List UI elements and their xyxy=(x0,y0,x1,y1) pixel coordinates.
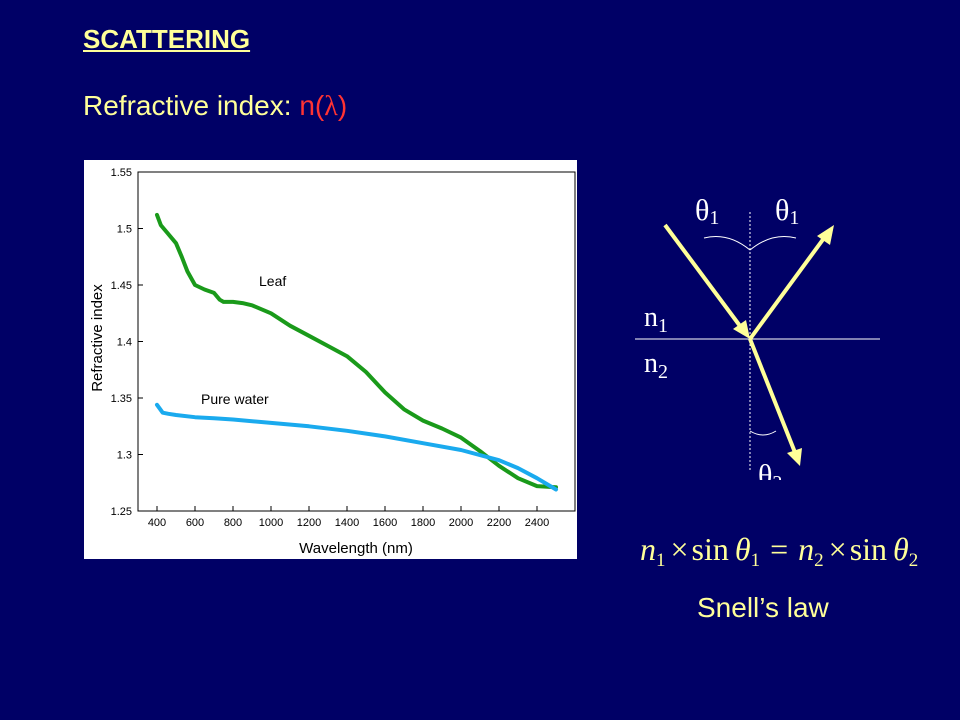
plot-frame xyxy=(137,171,576,512)
theta-subscript: 1 xyxy=(709,207,719,229)
x-tick-label: 1400 xyxy=(335,517,359,529)
eq-theta1: θ xyxy=(735,531,751,567)
n-symbol: n xyxy=(644,348,658,379)
x-tick-label: 1000 xyxy=(259,517,283,529)
x-axis-label: Wavelength (nm) xyxy=(299,540,413,557)
slide-subtitle: Refractive index: n(λ) xyxy=(83,90,347,123)
y-axis-ticks: 1.25 1.3 1.35 1.4 1.45 1.5 1.55 xyxy=(111,167,143,518)
leaf-series-line xyxy=(155,212,558,490)
y-tick-label: 1.45 xyxy=(111,280,132,292)
y-tick-label: 1.55 xyxy=(111,167,132,179)
snells-law-equation: n1 ×sin θ1 = n2 ×sin θ2 xyxy=(640,531,918,571)
reflected-arrowhead xyxy=(817,225,834,245)
eq-theta1-sub: 1 xyxy=(751,550,761,571)
n-subscript: 2 xyxy=(658,361,668,383)
n2-label: n2 xyxy=(644,348,668,383)
theta-subscript: 2 xyxy=(772,472,782,480)
series-label-leaf: Leaf xyxy=(259,273,286,289)
eq-n1-sub: 1 xyxy=(656,550,666,571)
x-tick-label: 1800 xyxy=(411,517,435,529)
incident-ray xyxy=(663,223,745,332)
refracted-ray xyxy=(748,338,798,456)
y-tick-label: 1.3 xyxy=(117,450,132,462)
theta1-reflected-label: θ1 xyxy=(775,194,799,229)
refraction-diagram: θ1 θ1 θ2 n1 n2 xyxy=(635,194,880,480)
subtitle-prefix: Refractive index: xyxy=(83,90,300,121)
x-tick-label: 2200 xyxy=(487,517,511,529)
eq-theta2: θ xyxy=(893,531,909,567)
theta-symbol: θ xyxy=(695,194,709,227)
theta1-incident-label: θ1 xyxy=(695,194,719,229)
y-tick-label: 1.5 xyxy=(117,224,132,236)
eq-n1: n xyxy=(640,531,656,567)
y-axis-label: Refractive index xyxy=(89,284,106,392)
x-tick-label: 2400 xyxy=(525,517,549,529)
theta-symbol: θ xyxy=(775,194,789,227)
eq-sin1: sin xyxy=(692,531,729,567)
x-axis-ticks: 400 600 800 1000 1200 1400 1600 1800 2000 2200 240… xyxy=(148,506,549,529)
theta-subscript: 1 xyxy=(789,207,799,229)
theta-symbol: θ xyxy=(758,459,772,480)
water-series-line xyxy=(155,402,558,492)
arc-theta1-in xyxy=(703,236,751,251)
n1-label: n1 xyxy=(644,302,668,337)
y-tick-label: 1.25 xyxy=(111,506,132,518)
slide-title: SCATTERING xyxy=(83,24,251,54)
y-tick-label: 1.4 xyxy=(117,337,132,349)
x-tick-label: 1600 xyxy=(373,517,397,529)
subtitle-func: n( xyxy=(299,90,325,121)
eq-equals: = xyxy=(770,531,788,567)
arc-theta2 xyxy=(749,430,777,436)
eq-sin2: sin xyxy=(850,531,887,567)
y-tick-label: 1.35 xyxy=(111,393,132,405)
eq-n2-sub: 2 xyxy=(814,550,824,571)
x-tick-label: 1200 xyxy=(297,517,321,529)
n-symbol: n xyxy=(644,302,658,333)
series-group xyxy=(155,212,558,492)
equation-text: n1 ×sin θ1 = n2 ×sin θ2 xyxy=(640,531,918,571)
x-tick-label: 800 xyxy=(224,517,242,529)
lambda-symbol: λ xyxy=(324,91,338,122)
eq-times1: × xyxy=(671,531,689,567)
eq-theta2-sub: 2 xyxy=(909,550,919,571)
x-tick-label: 600 xyxy=(186,517,204,529)
refracted-arrowhead xyxy=(787,448,802,466)
theta2-label: θ2 xyxy=(758,459,782,480)
subtitle-function: n(λ) xyxy=(299,90,348,122)
subtitle-close: ) xyxy=(337,90,348,121)
arc-theta1-out xyxy=(749,236,797,251)
eq-n2: n xyxy=(798,531,814,567)
series-label-water: Pure water xyxy=(201,391,269,407)
n-subscript: 1 xyxy=(658,315,668,337)
x-tick-label: 400 xyxy=(148,517,166,529)
chart-panel: 400 600 800 1000 1200 1400 1600 1800 2000 2200 240… xyxy=(84,160,577,559)
x-tick-label: 2000 xyxy=(449,517,473,529)
eq-times2: × xyxy=(829,531,847,567)
incident-arrowhead xyxy=(733,320,750,339)
snells-law-label: Snell’s law xyxy=(697,592,829,623)
reflected-ray xyxy=(748,232,829,341)
refractive-index-chart: 400 600 800 1000 1200 1400 1600 1800 2000 2200 240… xyxy=(89,167,576,557)
